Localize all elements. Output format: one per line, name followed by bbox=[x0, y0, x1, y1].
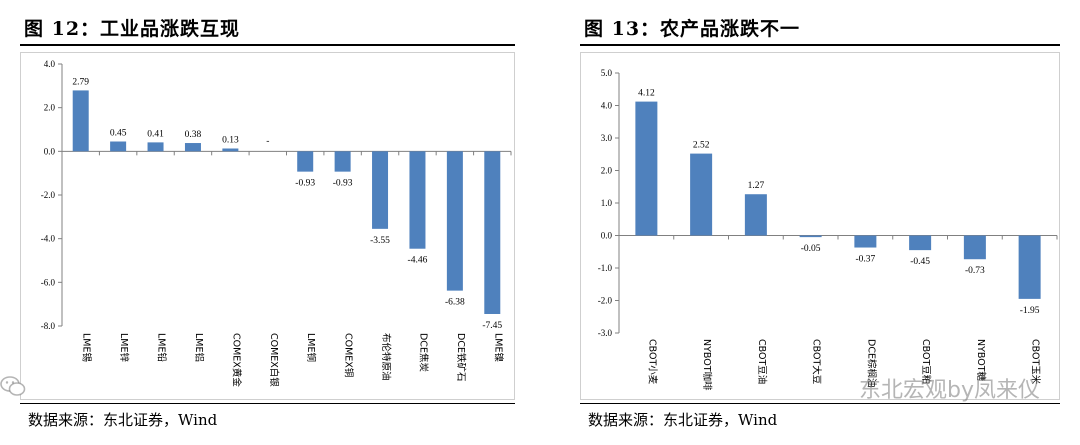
right-y-tick-label: -2.0 bbox=[598, 296, 613, 306]
left-data-label: -3.55 bbox=[370, 236, 390, 246]
right-y-tick-label: 4.0 bbox=[601, 101, 613, 111]
left-data-label: 0.45 bbox=[110, 129, 127, 139]
left-bar bbox=[484, 151, 501, 314]
right-bar bbox=[963, 235, 986, 260]
left-bar bbox=[297, 151, 314, 172]
right-chart-frame: 5.0 4.0 3.0 2.0 1.0 0.0 -1.0 -2.0 -3.0 4.12 CBOT小麦… bbox=[580, 52, 1060, 400]
right-bar bbox=[635, 101, 658, 236]
left-bar bbox=[184, 143, 201, 152]
left-category-label: COMEX白银 bbox=[268, 333, 280, 387]
left-bar bbox=[446, 151, 463, 291]
right-data-label: -0.37 bbox=[855, 255, 875, 265]
right-bar bbox=[744, 194, 767, 236]
left-data-label: - bbox=[266, 136, 269, 146]
right-bar-chart: 5.0 4.0 3.0 2.0 1.0 0.0 -1.0 -2.0 -3.0 4.12 CBOT小麦… bbox=[598, 68, 1058, 391]
right-data-label: 4.12 bbox=[638, 89, 655, 99]
left-y-tick-label: -6.0 bbox=[41, 277, 56, 287]
left-data-label: -7.45 bbox=[482, 321, 502, 331]
left-data-label: -0.93 bbox=[295, 179, 315, 189]
right-category-label: CBOT大豆 bbox=[811, 339, 823, 384]
left-category-label: LME铅 bbox=[156, 333, 168, 362]
left-bar bbox=[110, 141, 127, 152]
right-y-tick-label: 2.0 bbox=[601, 166, 613, 176]
right-figure-panel: 图 13：农产品涨跌不一 5.0 4.0 3.0 2.0 1.0 0.0 -1.0 -2.0 -… bbox=[560, 0, 1080, 445]
left-data-label: -0.93 bbox=[333, 179, 353, 189]
left-data-label: 2.79 bbox=[72, 77, 89, 87]
left-data-label: 0.41 bbox=[147, 129, 164, 139]
left-category-label: LME镍 bbox=[492, 333, 504, 362]
left-source-note: 数据来源：东北证券，Wind bbox=[28, 411, 218, 429]
right-category-label: CBOT豆油 bbox=[756, 339, 768, 384]
right-title-rule bbox=[580, 44, 1060, 46]
right-data-label: -0.05 bbox=[801, 244, 821, 254]
right-data-label: 2.52 bbox=[693, 141, 710, 151]
right-category-label: CBOT玉米 bbox=[1030, 339, 1042, 385]
left-bar bbox=[409, 151, 426, 249]
wechat-icon bbox=[0, 376, 26, 396]
left-category-label: DCE铁矿石 bbox=[455, 333, 467, 381]
right-y-tick-label: 5.0 bbox=[601, 68, 613, 78]
right-bar bbox=[1018, 235, 1041, 299]
left-category-label: LME铝 bbox=[193, 333, 205, 362]
left-bar bbox=[147, 142, 164, 152]
left-y-tick-label: -4.0 bbox=[41, 234, 56, 244]
left-chart-frame: 4.0 2.0 0.0 -2.0 -4.0 -6.0 -8.0 2.79 LME锡 0.45 LME… bbox=[20, 52, 515, 400]
left-data-label: 0.13 bbox=[222, 135, 239, 145]
left-category-label: DCE焦炭 bbox=[417, 333, 429, 372]
left-category-label: COMEX铜 bbox=[343, 333, 355, 377]
left-title-rule bbox=[20, 44, 515, 46]
right-data-label: -0.45 bbox=[910, 257, 930, 267]
left-bar bbox=[72, 90, 89, 152]
right-bar bbox=[854, 235, 877, 248]
right-category-label: NYBOT咖啡 bbox=[701, 339, 713, 391]
right-data-label: 1.27 bbox=[748, 181, 765, 191]
right-bar bbox=[799, 235, 822, 238]
left-data-label: 0.38 bbox=[185, 130, 202, 140]
left-chart-title: 图 12：工业品涨跌互现 bbox=[24, 18, 241, 40]
right-data-label: -1.95 bbox=[1020, 306, 1040, 316]
left-source-rule bbox=[20, 403, 515, 404]
right-source-note: 数据来源：东北证券，Wind bbox=[588, 411, 778, 429]
right-bar bbox=[690, 153, 713, 236]
left-bar-chart: 4.0 2.0 0.0 -2.0 -4.0 -6.0 -8.0 2.79 LME锡 0.45 LME… bbox=[41, 59, 512, 387]
right-y-tick-label: 1.0 bbox=[601, 198, 613, 208]
left-bar bbox=[222, 148, 239, 152]
left-category-label: LME锡 bbox=[81, 333, 93, 362]
left-category-label: 布伦特原油 bbox=[380, 333, 392, 381]
left-category-label: LME锌 bbox=[118, 333, 130, 362]
left-figure-panel: 图 12：工业品涨跌互现 4.0 2.0 0.0 -2.0 -4.0 -6.0 -8.0 2.… bbox=[0, 0, 535, 445]
watermark-text: 东北宏观by凤来仪 bbox=[859, 378, 1040, 403]
right-category-label: DCE棕榈油 bbox=[865, 339, 877, 387]
left-bar bbox=[334, 151, 351, 172]
right-chart-title: 图 13：农产品涨跌不一 bbox=[584, 18, 801, 40]
right-y-tick-label: 0.0 bbox=[601, 231, 613, 241]
right-category-label: NYBOT糖 bbox=[975, 339, 987, 382]
right-data-label: -0.73 bbox=[965, 266, 985, 276]
right-y-tick-label: -1.0 bbox=[598, 263, 613, 273]
right-category-label: CBOT小麦 bbox=[646, 339, 658, 385]
left-category-label: LME铜 bbox=[305, 333, 317, 362]
left-y-tick-label: 4.0 bbox=[44, 59, 56, 69]
left-category-label: COMEX黄金 bbox=[230, 333, 242, 387]
left-y-tick-label: -2.0 bbox=[41, 190, 56, 200]
left-y-tick-label: -8.0 bbox=[41, 321, 56, 331]
left-data-label: -4.46 bbox=[408, 256, 428, 266]
right-y-tick-label: -3.0 bbox=[598, 328, 613, 338]
right-bar bbox=[909, 235, 932, 251]
right-source-rule bbox=[580, 403, 1060, 404]
left-bar bbox=[372, 151, 389, 229]
left-y-tick-label: 2.0 bbox=[44, 103, 56, 113]
right-y-tick-label: 3.0 bbox=[601, 133, 613, 143]
left-y-tick-label: 0.0 bbox=[44, 146, 56, 156]
left-data-label: -6.38 bbox=[445, 298, 465, 308]
right-category-label: CBOT豆粕 bbox=[920, 339, 932, 384]
